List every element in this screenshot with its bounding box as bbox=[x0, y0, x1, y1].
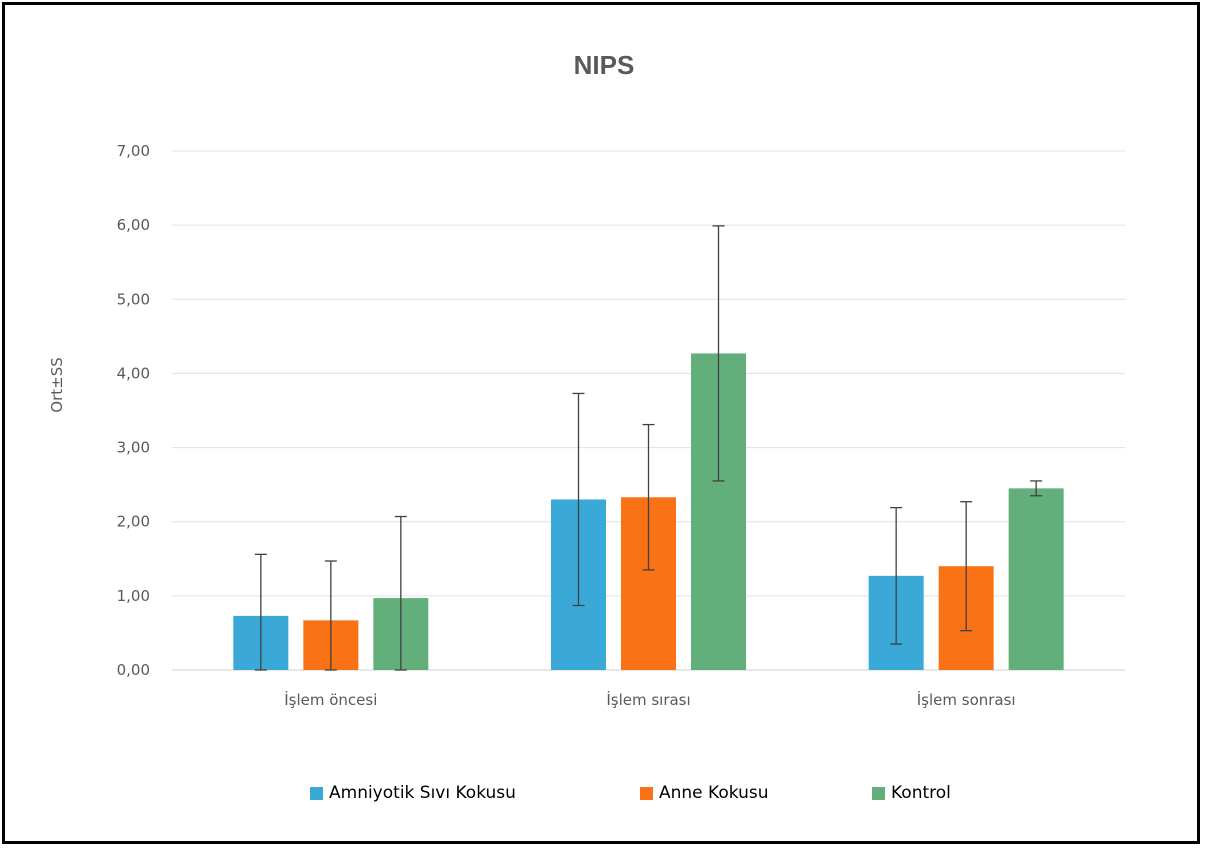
y-tick-label: 3,00 bbox=[117, 439, 150, 457]
legend-label: Amniyotik Sıvı Kokusu bbox=[329, 783, 516, 803]
x-axis-categories: İşlem öncesi İşlem sırası İşlem sonrası bbox=[284, 690, 1015, 709]
y-axis-title: Ort±SS bbox=[48, 357, 66, 412]
x-category-label: İşlem sırası bbox=[606, 690, 690, 709]
legend-swatch bbox=[640, 786, 653, 800]
legend-swatch bbox=[310, 786, 323, 800]
chart-title: NIPS bbox=[573, 50, 635, 80]
y-tick-label: 7,00 bbox=[117, 142, 150, 160]
y-tick-label: 1,00 bbox=[117, 587, 150, 605]
legend-swatch bbox=[872, 786, 885, 800]
legend-label: Anne Kokusu bbox=[659, 783, 769, 803]
legend-item: Amniyotik Sıvı Kokusu bbox=[310, 783, 516, 803]
y-tick-label: 6,00 bbox=[117, 216, 150, 234]
x-category-label: İşlem sonrası bbox=[917, 690, 1016, 709]
y-axis-ticks: 0,00 1,00 2,00 3,00 4,00 5,00 6,00 7,00 bbox=[117, 142, 150, 679]
bar bbox=[1008, 488, 1064, 670]
y-tick-label: 5,00 bbox=[117, 290, 150, 308]
x-category-label: İşlem öncesi bbox=[284, 690, 377, 709]
legend-item: Anne Kokusu bbox=[640, 783, 768, 803]
legend-item: Kontrol bbox=[872, 783, 951, 803]
error-bars bbox=[254, 225, 1043, 671]
legend: Amniyotik Sıvı Kokusu Anne Kokusu Kontrol bbox=[0, 783, 1208, 809]
y-tick-label: 4,00 bbox=[117, 364, 150, 382]
legend-label: Kontrol bbox=[891, 783, 951, 803]
y-tick-label: 0,00 bbox=[117, 661, 150, 679]
y-tick-label: 2,00 bbox=[117, 513, 150, 531]
